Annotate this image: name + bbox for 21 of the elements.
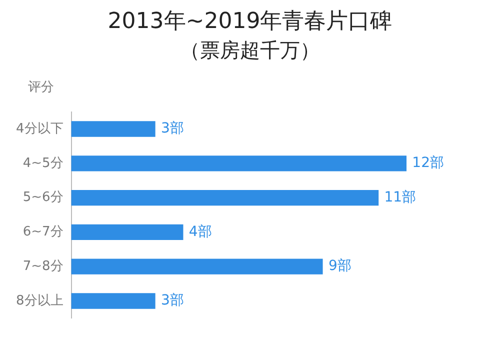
data-label: 3部: [161, 120, 184, 137]
y-axis-title: 评分: [28, 79, 55, 96]
y-tick-label: 5~6分: [22, 190, 64, 206]
y-tick-label: 8分以上: [16, 293, 64, 308]
y-tick-label: 4分以下: [16, 121, 64, 136]
y-tick-label: 6~7分: [22, 224, 64, 240]
bar: [71, 224, 184, 240]
data-label: 4部: [188, 224, 212, 240]
bar: [71, 293, 156, 309]
bar: [71, 190, 379, 206]
bar: [71, 258, 323, 274]
data-label: 11部: [384, 189, 416, 206]
data-label: 9部: [328, 258, 352, 274]
data-label: 3部: [161, 292, 184, 309]
chart-title: 2013年~2019年青春片口碑: [106, 8, 394, 36]
bar: [71, 121, 156, 137]
bar: [71, 156, 407, 172]
y-tick-label: 7~8分: [22, 258, 64, 274]
data-label: 12部: [412, 155, 444, 172]
y-tick-label: 4~5分: [22, 156, 64, 171]
chart-subtitle: （票房超千万）: [179, 37, 321, 64]
